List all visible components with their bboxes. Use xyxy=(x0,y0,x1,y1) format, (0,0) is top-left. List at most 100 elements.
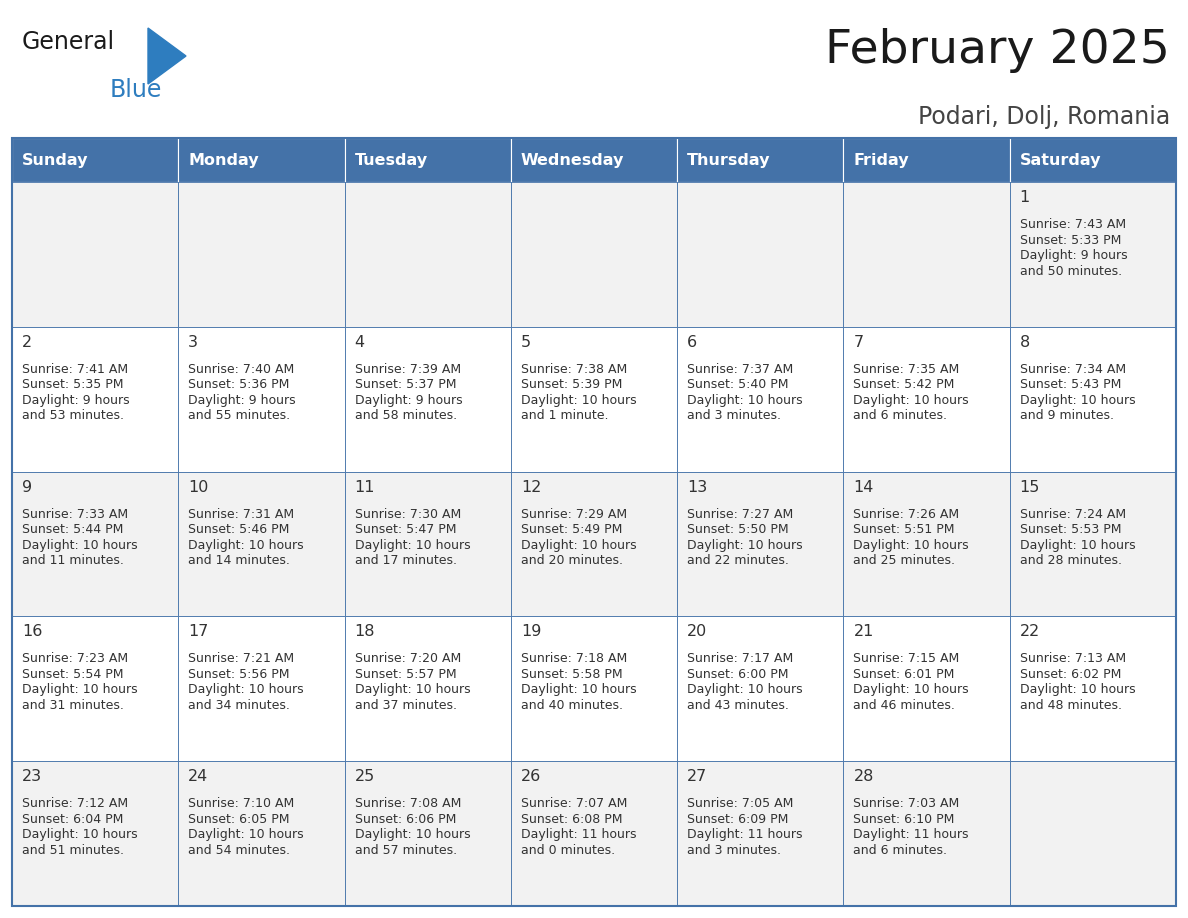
Text: Daylight: 10 hours: Daylight: 10 hours xyxy=(188,539,304,552)
Bar xyxy=(677,138,843,182)
Text: and 6 minutes.: and 6 minutes. xyxy=(853,409,947,422)
Bar xyxy=(1010,616,1176,761)
Text: 14: 14 xyxy=(853,479,874,495)
Text: Sunrise: 7:03 AM: Sunrise: 7:03 AM xyxy=(853,797,960,811)
Text: Sunset: 5:35 PM: Sunset: 5:35 PM xyxy=(23,378,124,391)
Bar xyxy=(345,138,511,182)
Text: 12: 12 xyxy=(520,479,542,495)
Text: Daylight: 10 hours: Daylight: 10 hours xyxy=(1019,394,1136,407)
Bar xyxy=(511,761,677,906)
Text: and 55 minutes.: and 55 minutes. xyxy=(188,409,290,422)
Bar xyxy=(511,182,677,327)
Bar xyxy=(178,616,345,761)
Text: Daylight: 9 hours: Daylight: 9 hours xyxy=(23,394,129,407)
Text: Sunset: 5:54 PM: Sunset: 5:54 PM xyxy=(23,668,124,681)
Text: and 58 minutes.: and 58 minutes. xyxy=(354,409,456,422)
Text: Sunset: 5:47 PM: Sunset: 5:47 PM xyxy=(354,523,456,536)
Text: Blue: Blue xyxy=(110,78,163,102)
Text: 26: 26 xyxy=(520,769,541,784)
Bar xyxy=(843,761,1010,906)
Text: 22: 22 xyxy=(1019,624,1040,640)
Text: Podari, Dolj, Romania: Podari, Dolj, Romania xyxy=(918,105,1170,129)
Text: 1: 1 xyxy=(1019,190,1030,205)
Text: Sunset: 5:39 PM: Sunset: 5:39 PM xyxy=(520,378,623,391)
Text: 28: 28 xyxy=(853,769,874,784)
Bar xyxy=(511,327,677,472)
Text: 27: 27 xyxy=(687,769,707,784)
Text: and 37 minutes.: and 37 minutes. xyxy=(354,699,456,711)
Text: and 3 minutes.: and 3 minutes. xyxy=(687,409,782,422)
Text: 19: 19 xyxy=(520,624,542,640)
Text: Sunrise: 7:21 AM: Sunrise: 7:21 AM xyxy=(188,653,295,666)
Text: and 1 minute.: and 1 minute. xyxy=(520,409,608,422)
Text: Daylight: 11 hours: Daylight: 11 hours xyxy=(520,828,637,841)
Text: 25: 25 xyxy=(354,769,375,784)
Bar xyxy=(178,761,345,906)
Text: Daylight: 10 hours: Daylight: 10 hours xyxy=(853,683,969,697)
Text: and 57 minutes.: and 57 minutes. xyxy=(354,844,456,856)
Text: Sunset: 5:43 PM: Sunset: 5:43 PM xyxy=(1019,378,1121,391)
Text: Sunrise: 7:05 AM: Sunrise: 7:05 AM xyxy=(687,797,794,811)
Text: Sunset: 6:00 PM: Sunset: 6:00 PM xyxy=(687,668,789,681)
Bar xyxy=(178,138,345,182)
Text: Sunset: 6:05 PM: Sunset: 6:05 PM xyxy=(188,812,290,825)
Text: 10: 10 xyxy=(188,479,209,495)
Bar xyxy=(843,616,1010,761)
Text: Sunrise: 7:27 AM: Sunrise: 7:27 AM xyxy=(687,508,794,521)
Text: Daylight: 11 hours: Daylight: 11 hours xyxy=(687,828,803,841)
Text: and 54 minutes.: and 54 minutes. xyxy=(188,844,290,856)
Text: Sunset: 6:10 PM: Sunset: 6:10 PM xyxy=(853,812,955,825)
Text: and 40 minutes.: and 40 minutes. xyxy=(520,699,623,711)
Bar xyxy=(345,327,511,472)
Text: Sunrise: 7:37 AM: Sunrise: 7:37 AM xyxy=(687,363,794,375)
Text: and 28 minutes.: and 28 minutes. xyxy=(1019,554,1121,567)
Text: Daylight: 10 hours: Daylight: 10 hours xyxy=(520,683,637,697)
Text: 5: 5 xyxy=(520,335,531,350)
Text: 4: 4 xyxy=(354,335,365,350)
Text: 2: 2 xyxy=(23,335,32,350)
Bar xyxy=(345,616,511,761)
Text: Sunrise: 7:23 AM: Sunrise: 7:23 AM xyxy=(23,653,128,666)
Bar xyxy=(178,327,345,472)
Bar xyxy=(511,138,677,182)
Text: Sunrise: 7:13 AM: Sunrise: 7:13 AM xyxy=(1019,653,1126,666)
Text: 17: 17 xyxy=(188,624,209,640)
Text: Sunset: 5:33 PM: Sunset: 5:33 PM xyxy=(1019,233,1121,247)
Text: Daylight: 10 hours: Daylight: 10 hours xyxy=(853,539,969,552)
Text: 15: 15 xyxy=(1019,479,1040,495)
Bar xyxy=(345,182,511,327)
Text: 7: 7 xyxy=(853,335,864,350)
Text: and 22 minutes.: and 22 minutes. xyxy=(687,554,789,567)
Text: Daylight: 11 hours: Daylight: 11 hours xyxy=(853,828,969,841)
Text: Daylight: 10 hours: Daylight: 10 hours xyxy=(687,539,803,552)
Text: Sunrise: 7:31 AM: Sunrise: 7:31 AM xyxy=(188,508,295,521)
Text: 20: 20 xyxy=(687,624,707,640)
Text: and 46 minutes.: and 46 minutes. xyxy=(853,699,955,711)
Text: Daylight: 10 hours: Daylight: 10 hours xyxy=(687,683,803,697)
Text: and 51 minutes.: and 51 minutes. xyxy=(23,844,124,856)
Text: Daylight: 9 hours: Daylight: 9 hours xyxy=(354,394,462,407)
Bar xyxy=(1010,327,1176,472)
Text: and 48 minutes.: and 48 minutes. xyxy=(1019,699,1121,711)
Polygon shape xyxy=(148,28,187,84)
Text: and 25 minutes.: and 25 minutes. xyxy=(853,554,955,567)
Text: Sunrise: 7:20 AM: Sunrise: 7:20 AM xyxy=(354,653,461,666)
Text: Sunrise: 7:43 AM: Sunrise: 7:43 AM xyxy=(1019,218,1126,231)
Bar xyxy=(677,472,843,616)
Text: and 0 minutes.: and 0 minutes. xyxy=(520,844,615,856)
Text: Wednesday: Wednesday xyxy=(520,152,624,167)
Text: and 9 minutes.: and 9 minutes. xyxy=(1019,409,1113,422)
Text: Sunrise: 7:35 AM: Sunrise: 7:35 AM xyxy=(853,363,960,375)
Text: Daylight: 10 hours: Daylight: 10 hours xyxy=(23,683,138,697)
Text: Daylight: 10 hours: Daylight: 10 hours xyxy=(687,394,803,407)
Text: and 17 minutes.: and 17 minutes. xyxy=(354,554,456,567)
Text: Sunrise: 7:40 AM: Sunrise: 7:40 AM xyxy=(188,363,295,375)
Text: 11: 11 xyxy=(354,479,375,495)
Bar xyxy=(511,616,677,761)
Text: and 50 minutes.: and 50 minutes. xyxy=(1019,264,1121,277)
Text: Sunset: 5:51 PM: Sunset: 5:51 PM xyxy=(853,523,955,536)
Bar xyxy=(1010,138,1176,182)
Text: 9: 9 xyxy=(23,479,32,495)
Text: Sunset: 5:42 PM: Sunset: 5:42 PM xyxy=(853,378,955,391)
Bar xyxy=(12,327,178,472)
